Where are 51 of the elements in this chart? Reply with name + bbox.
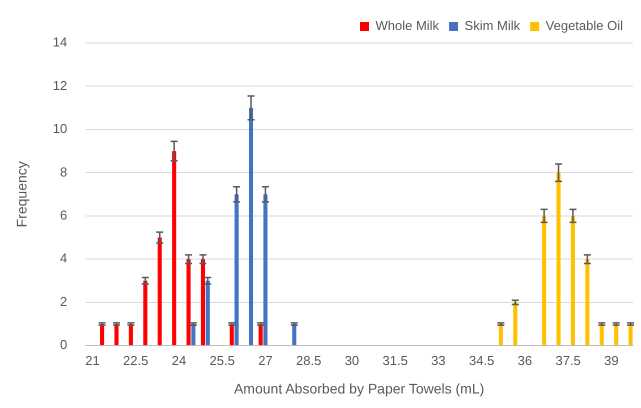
bar [585,259,590,346]
x-tick-label: 27 [258,352,273,368]
x-tick-label: 34.5 [468,352,494,368]
x-tick-label: 21 [85,352,100,368]
bar [158,238,162,346]
y-tick-label: 4 [60,250,68,266]
bar [186,259,191,346]
legend-label: Whole Milk [375,18,440,34]
bar [628,324,633,346]
y-tick-label: 12 [52,78,68,93]
bar [263,194,268,346]
y-tick-label: 10 [52,121,68,136]
bar [258,324,263,346]
bar [200,259,206,346]
bar [556,172,561,346]
x-axis-title: Amount Absorbed by Paper Towels (mL) [234,380,484,396]
bar [498,324,503,346]
bar [114,324,119,346]
x-tick-label: 25.5 [210,352,235,368]
bar [143,280,148,346]
x-tick-label: 30 [344,352,360,368]
y-axis-title: Frequency [13,161,30,228]
bar [292,324,296,346]
x-tick-label: 31.5 [382,352,408,368]
bar [128,324,133,346]
x-tick-label: 28.5 [296,352,322,368]
bar [191,324,196,346]
bar [234,194,239,346]
bar [248,108,254,346]
y-tick-label: 0 [60,337,68,352]
x-tick-label: 39 [604,352,619,368]
x-tick-label: 33 [431,352,446,368]
bar [600,324,604,346]
bar [570,216,575,346]
bar [172,151,176,346]
bar [100,324,104,346]
y-tick-label: 2 [60,294,68,309]
y-tick-label: 6 [60,207,68,222]
legend-label: Skim Milk [464,18,521,34]
bar [206,280,210,346]
bar [542,216,546,346]
bar [230,324,234,346]
bar [513,302,518,346]
x-tick-label: 37.5 [555,352,581,368]
bar [614,324,618,346]
y-tick-label: 14 [52,34,68,50]
x-tick-label: 24 [172,352,186,368]
legend-label: Vegetable Oil [546,18,624,34]
x-tick-label: 36 [518,352,532,368]
y-tick-label: 8 [60,164,68,180]
x-tick-label: 22.5 [123,352,148,368]
